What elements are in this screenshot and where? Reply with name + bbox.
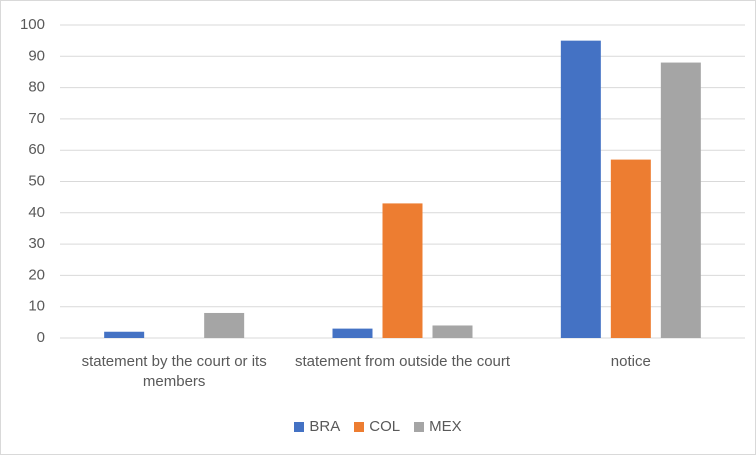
y-tick-label: 60 [28, 141, 45, 158]
bar [610, 159, 651, 338]
y-tick-label: 90 [28, 47, 45, 64]
y-tick-label: 40 [28, 204, 45, 221]
bar [660, 62, 701, 339]
legend: BRA COL MEX [0, 418, 756, 435]
x-tick-label: statement by the court or its members [81, 353, 267, 390]
legend-item: BRA [294, 418, 340, 435]
legend-item: MEX [414, 418, 462, 435]
bar [332, 328, 373, 338]
bar [432, 325, 473, 338]
bar [560, 40, 601, 339]
y-tick-label: 100 [20, 16, 45, 33]
y-tick-label: 0 [37, 329, 45, 346]
legend-swatch [294, 421, 305, 432]
bar [104, 331, 145, 338]
legend-item: COL [354, 418, 400, 435]
legend-label: COL [369, 418, 401, 435]
x-tick-label: notice [610, 353, 651, 370]
y-tick-label: 70 [28, 110, 45, 127]
y-tick-label: 50 [28, 172, 45, 189]
legend-swatch [354, 421, 365, 432]
y-tick-label: 20 [28, 266, 45, 283]
legend-swatch [414, 421, 425, 432]
y-tick-label: 80 [28, 79, 45, 96]
legend-label: BRA [309, 418, 341, 435]
x-tick-label: statement from outside the court [294, 353, 511, 370]
y-tick-label: 30 [28, 235, 45, 252]
bar [204, 312, 245, 338]
legend-label: MEX [429, 418, 462, 435]
y-tick-label: 10 [28, 298, 45, 315]
bar [382, 203, 423, 338]
